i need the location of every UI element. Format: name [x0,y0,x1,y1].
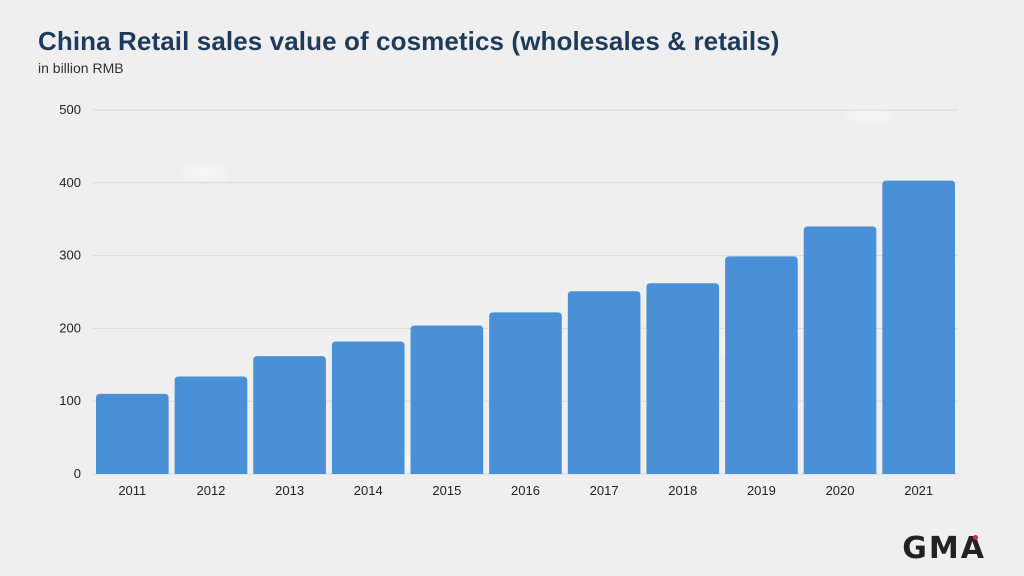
x-tick-label: 2015 [432,483,461,498]
x-tick-label: 2018 [668,483,697,498]
bar-2017 [567,291,641,474]
bar-2018 [646,283,720,474]
bar-2016 [489,312,562,474]
bar-2011 [96,393,169,474]
x-tick-label: 2016 [511,483,540,498]
y-tick-label: 300 [59,248,81,263]
x-tick-label: 2014 [354,483,383,498]
bar-2014 [331,341,405,474]
y-tick-label: 200 [59,320,81,335]
chart-title: China Retail sales value of cosmetics (w… [38,26,780,56]
x-tick-label: 2011 [118,483,146,498]
chart-subtitle: in billion RMB [38,60,124,76]
bar-2020 [803,226,877,474]
bar-2021 [882,180,955,474]
x-tick-label: 2012 [196,483,225,498]
x-tick-label: 2019 [747,483,776,498]
y-tick-label: 400 [59,175,81,190]
y-axis-ticks: 0 100 200 300 400 500 [59,102,81,481]
y-tick-label: 100 [59,393,81,408]
x-tick-label: 2013 [275,483,304,498]
y-tick-label: 500 [59,102,81,117]
x-tick-label: 2021 [904,483,933,498]
bar-2013 [253,356,326,474]
bar-2015 [410,325,484,474]
y-tick-label: 0 [74,466,81,481]
bars [96,180,955,474]
logo-accent-dot [973,535,978,540]
logo-text: GMA [902,531,986,566]
bar-2019 [725,256,798,474]
x-tick-label: 2017 [590,483,619,498]
x-tick-label: 2020 [826,483,855,498]
gma-logo: GMA [902,531,986,566]
bar-2012 [174,376,248,474]
x-axis-ticks: 2011 2012 2013 2014 2015 2016 2017 2018 2019 2020… [118,483,933,498]
